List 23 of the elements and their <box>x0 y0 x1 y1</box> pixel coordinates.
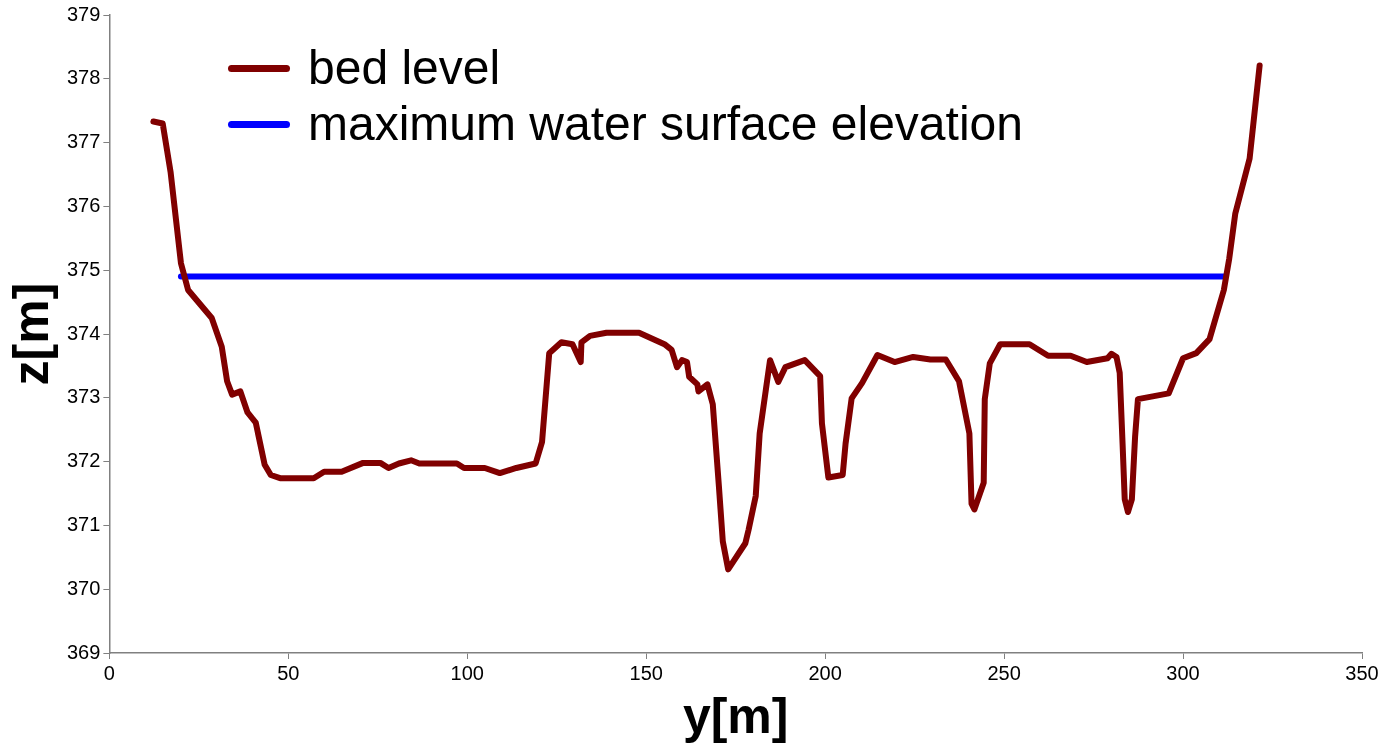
x-tick-label: 200 <box>808 661 842 684</box>
y-axis-title: z[m] <box>2 282 59 386</box>
x-axis-title: y[m] <box>682 687 789 744</box>
y-tick-label: 370 <box>66 576 101 599</box>
y-tick-label: 373 <box>66 385 101 408</box>
x-tick-label: 350 <box>1345 661 1379 684</box>
x-tick-label: 250 <box>987 661 1021 684</box>
legend-label: bed level <box>308 40 501 96</box>
y-tick-label: 369 <box>66 640 101 663</box>
x-tick-label: 50 <box>277 661 300 684</box>
x-tick-label: 300 <box>1166 661 1200 684</box>
y-tick-label: 374 <box>66 321 101 344</box>
y-tick-label: 377 <box>66 130 101 153</box>
y-tick-label: 372 <box>66 449 101 472</box>
y-tick-label: 379 <box>66 2 101 25</box>
y-tick-label: 371 <box>66 512 101 535</box>
x-tick-label: 100 <box>450 661 484 684</box>
legend-label: maximum water surface elevation <box>308 96 1023 152</box>
y-tick-label: 375 <box>66 257 101 280</box>
x-tick-label: 0 <box>103 661 115 684</box>
y-tick-label: 376 <box>66 193 101 216</box>
x-tick-label: 150 <box>629 661 663 684</box>
y-tick-label: 378 <box>66 66 101 89</box>
